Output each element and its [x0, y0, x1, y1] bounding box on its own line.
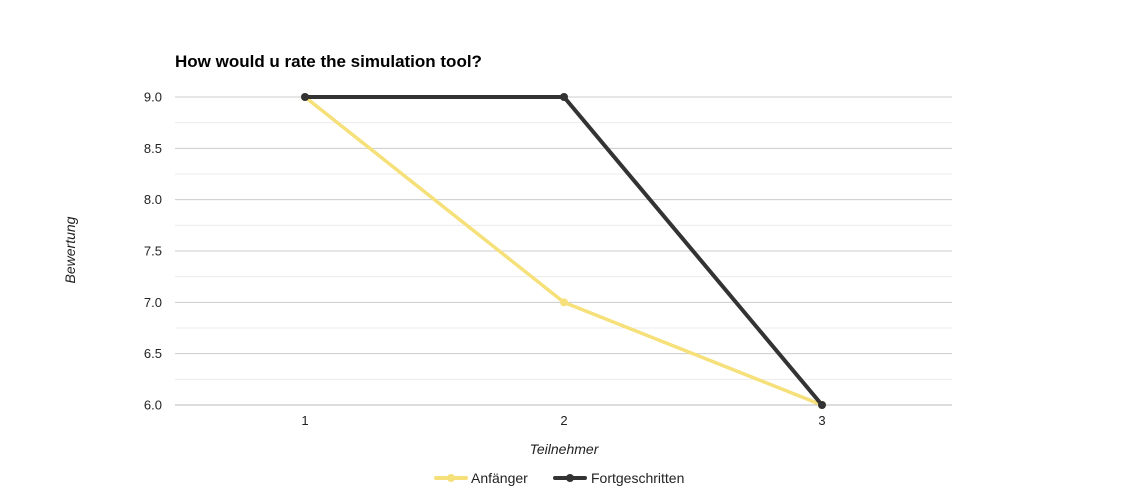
- data-point-fortgeschritten[interactable]: [818, 401, 826, 409]
- x-axis-title: Teilnehmer: [530, 441, 600, 457]
- data-point-fortgeschritten[interactable]: [301, 93, 309, 101]
- y-tick-label: 8.0: [144, 192, 162, 207]
- x-tick-label: 2: [560, 413, 567, 428]
- x-tick-label: 3: [818, 413, 825, 428]
- y-axis-title: Bewertung: [62, 216, 78, 283]
- data-point-fortgeschritten[interactable]: [560, 93, 568, 101]
- grid-layer: [175, 96, 952, 406]
- data-point-anfaenger[interactable]: [560, 298, 568, 307]
- y-tick-label: 7.5: [144, 244, 162, 259]
- y-axis-ticks: 9.0 8.5 8.0 7.5 7.0 6.5 6.0: [144, 90, 162, 413]
- x-axis-ticks: 1 2 3: [301, 413, 825, 428]
- y-tick-label: 6.5: [144, 346, 162, 361]
- chart-title: How would u rate the simulation tool?: [175, 52, 482, 71]
- legend-item-anfaenger[interactable]: Anfänger: [434, 470, 528, 486]
- legend-label-anfaenger: Anfänger: [471, 470, 528, 486]
- x-tick-label: 1: [301, 413, 308, 428]
- y-tick-label: 6.0: [144, 398, 162, 413]
- series-layer: [301, 93, 826, 409]
- legend-label-fortgeschritten: Fortgeschritten: [591, 470, 684, 486]
- y-tick-label: 8.5: [144, 141, 162, 156]
- y-tick-label: 9.0: [144, 90, 162, 105]
- legend-item-fortgeschritten[interactable]: Fortgeschritten: [553, 470, 684, 486]
- y-tick-label: 7.0: [144, 295, 162, 310]
- legend: Anfänger Fortgeschritten: [434, 470, 684, 486]
- legend-marker-anfaenger: [447, 474, 455, 482]
- legend-marker-fortgeschritten: [566, 474, 574, 482]
